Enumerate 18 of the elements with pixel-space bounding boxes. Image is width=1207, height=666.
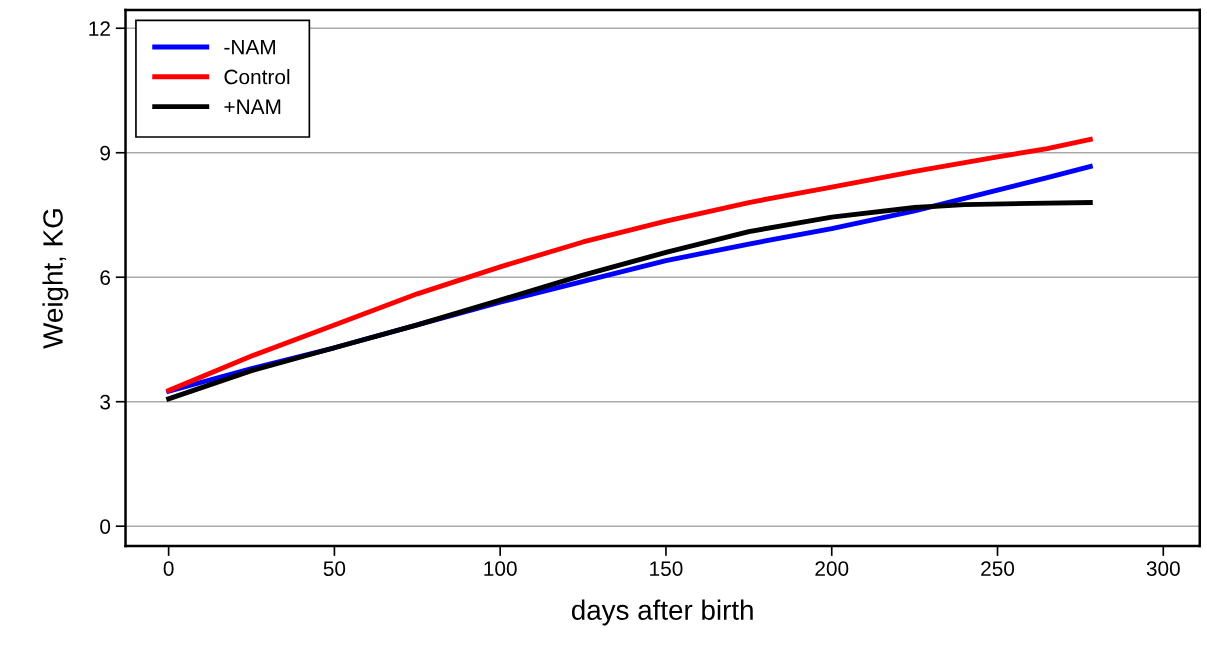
x-tick-label: 150 <box>650 561 683 577</box>
x-tick-label: 50 <box>323 561 346 577</box>
y-tick-label: 3 <box>100 394 111 410</box>
x-tick-label: 0 <box>163 561 174 577</box>
legend-label: Control <box>224 68 290 85</box>
x-tick-label: 250 <box>981 561 1015 577</box>
legend-label: +NAM <box>224 99 281 114</box>
x-tick-label: 300 <box>1146 561 1180 577</box>
legend-label: -NAM <box>224 39 275 55</box>
y-axis-title: Weight, KG <box>42 209 69 349</box>
x-tick-label: 100 <box>484 561 517 577</box>
y-tick-label: 6 <box>100 270 111 285</box>
y-tick-label: 0 <box>100 519 111 534</box>
x-axis-title: days after birth <box>571 599 753 626</box>
line-series <box>166 200 1093 402</box>
x-tick-label: 200 <box>815 561 849 577</box>
y-tick-label: 12 <box>89 21 110 36</box>
y-tick-label: 9 <box>100 145 110 161</box>
